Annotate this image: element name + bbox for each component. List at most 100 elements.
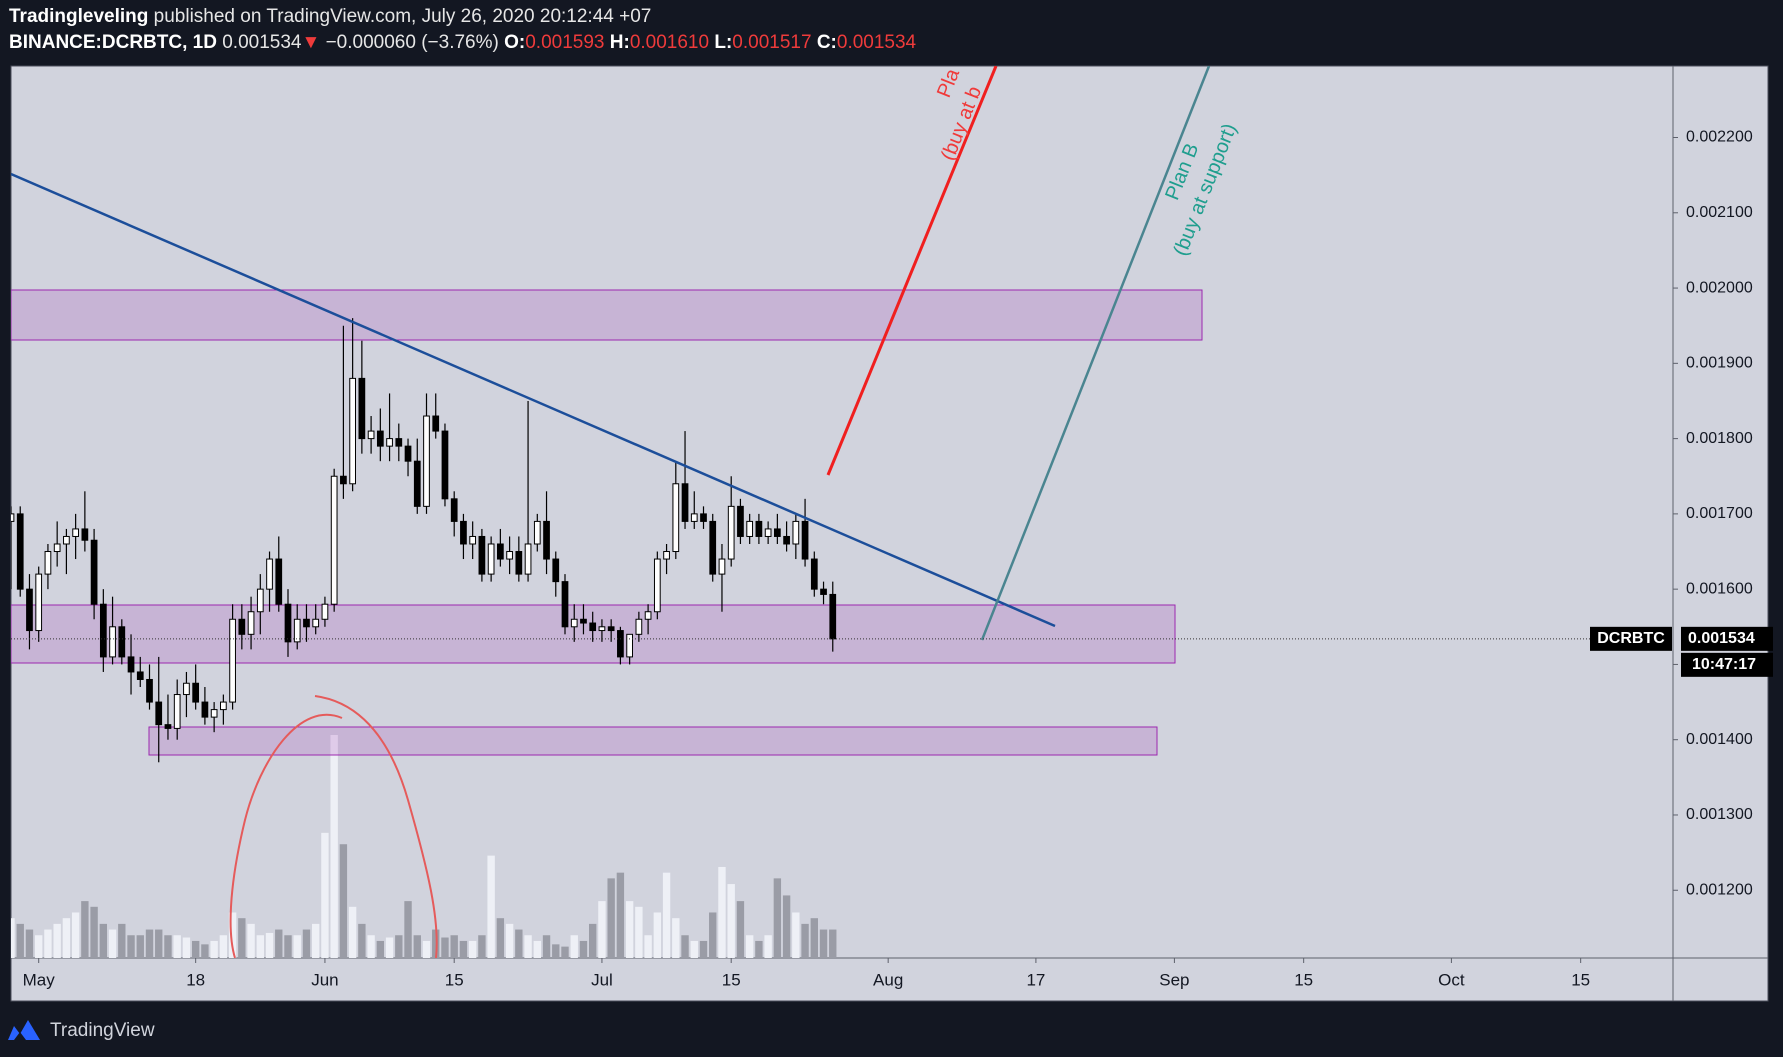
header-line-1: Tradingleveling published on TradingView… (9, 4, 916, 30)
candle-body (497, 543, 504, 560)
candle-body (386, 438, 393, 447)
footer-logo (8, 1020, 40, 1040)
volume-bar (302, 929, 311, 958)
volume-bar (136, 935, 144, 958)
candle-body (598, 626, 606, 632)
volume-bar (173, 935, 181, 958)
candle-body (487, 543, 495, 575)
candle-body (561, 581, 569, 628)
y-tick-label: 0.001600 (1686, 580, 1753, 597)
candle-body (432, 415, 440, 432)
x-tick-label: 18 (186, 970, 205, 989)
volume-bar (293, 935, 301, 958)
volume-bar (533, 940, 541, 958)
volume-bar (81, 901, 89, 958)
volume-bar (801, 923, 809, 958)
candle-body (727, 505, 735, 560)
volume-bar (25, 929, 34, 958)
plan-a-line (826, 66, 998, 476)
candle-body (690, 513, 698, 522)
candle-body (469, 535, 477, 545)
candle-body (737, 505, 744, 537)
volume-bar (432, 929, 440, 958)
volume-bar (99, 923, 108, 958)
zone (148, 726, 1158, 756)
volume-bar (727, 884, 735, 958)
candle-body (570, 618, 578, 628)
candle-body (358, 377, 366, 440)
candle-body (26, 588, 33, 632)
y-tick-label: 0.001300 (1686, 806, 1753, 823)
x-tick-label: Oct (1438, 970, 1465, 989)
volume-bar (348, 906, 357, 958)
candle-body (774, 528, 781, 537)
volume-bar (71, 912, 80, 958)
volume-bar (644, 935, 652, 958)
candle-body (220, 701, 227, 711)
candle-body (275, 558, 283, 605)
candle-body (820, 588, 827, 595)
candle-body (72, 528, 79, 537)
price-tag-symbol: DCRBTC (1597, 630, 1665, 647)
candle-body (663, 551, 670, 560)
volume-bar (745, 935, 754, 958)
volume-bar (404, 901, 412, 958)
x-tick-label: Jul (591, 970, 613, 989)
candle-body (118, 626, 126, 658)
volume-bar (570, 935, 578, 958)
volume-bar (468, 940, 477, 958)
volume-bar (395, 935, 403, 958)
volume-bar (579, 940, 588, 958)
arrow: ▼ (301, 32, 321, 53)
candle-body (16, 513, 24, 590)
candle-body (229, 618, 236, 703)
volume-bar (265, 932, 274, 958)
candle-body (589, 622, 597, 632)
candle-body (460, 520, 467, 545)
volume-bar (625, 901, 634, 958)
author: Tradingleveling (9, 6, 149, 27)
candle-body (136, 671, 144, 680)
candle-body (607, 626, 615, 632)
hand-drawn-circle (229, 695, 438, 958)
candle-body (801, 520, 809, 560)
candle-body (99, 603, 107, 658)
x-tick-label: Jun (311, 970, 338, 989)
candle-body (543, 520, 550, 560)
volume-bar (413, 935, 421, 958)
x-tick-label: 15 (1294, 970, 1313, 989)
candle-body (53, 543, 61, 553)
volume-bar (635, 906, 643, 958)
volume-bar (275, 929, 283, 958)
chart-frame (10, 65, 1769, 1002)
volume-bar (662, 872, 671, 958)
candle-body (44, 551, 52, 575)
volume-bar (284, 935, 292, 958)
candle-body (792, 520, 800, 545)
volume-bar (589, 923, 597, 958)
volume-bar (385, 937, 394, 958)
y-tick-label: 0.001200 (1686, 881, 1753, 898)
volume-bar (238, 918, 246, 958)
volume-bar (441, 937, 449, 958)
volume-bar (782, 895, 791, 958)
candle-body (173, 694, 181, 729)
candle-body (35, 573, 43, 632)
candle-body (580, 618, 587, 624)
candle-body (506, 551, 513, 560)
o-value: 0.001593 (525, 32, 605, 53)
volume-bar (358, 923, 366, 958)
candle-body (81, 528, 89, 541)
candle-body (303, 618, 310, 628)
candle-body (266, 558, 273, 590)
volume-bar (755, 940, 763, 958)
volume-bar (256, 935, 264, 958)
volume-layer (11, 735, 837, 958)
volume-bar (44, 929, 52, 958)
candle-body (127, 656, 135, 673)
candle-body (340, 475, 347, 485)
candle-body (413, 460, 421, 507)
candle-body (146, 678, 153, 703)
candle-body (201, 701, 209, 718)
